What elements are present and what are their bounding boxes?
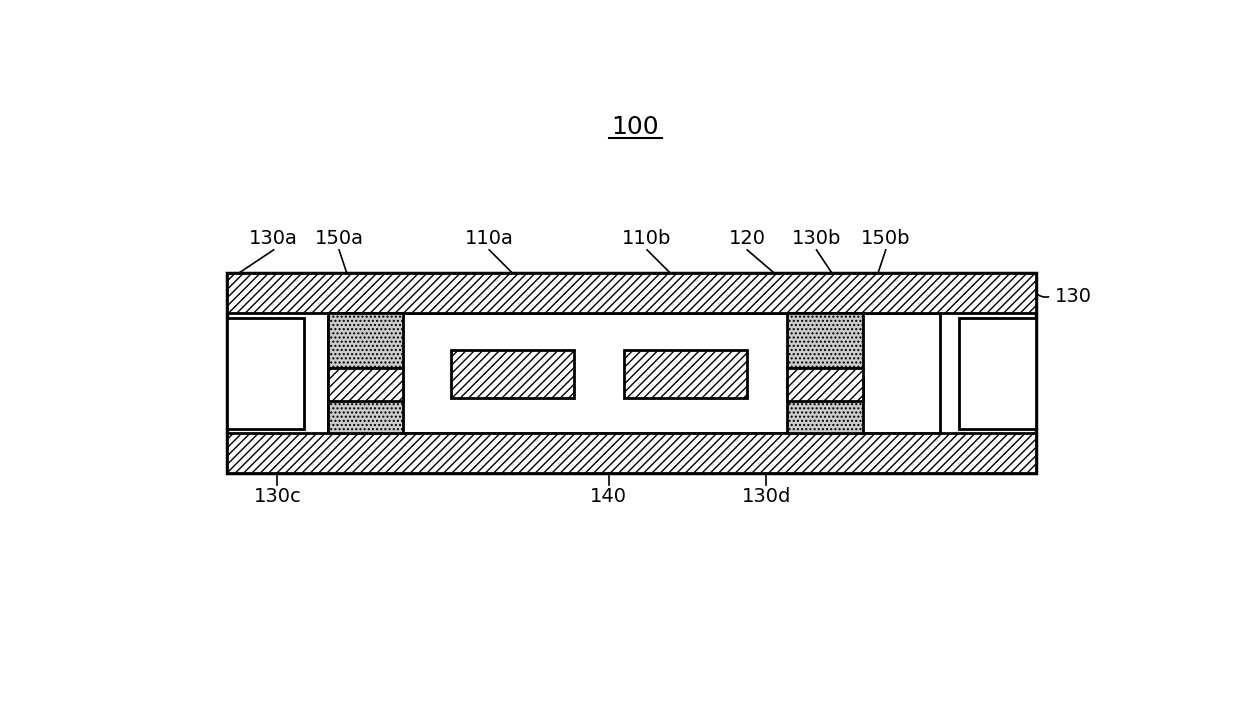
Bar: [227, 433, 1035, 473]
Text: 140: 140: [590, 487, 627, 506]
Bar: [227, 273, 1035, 473]
Bar: [624, 350, 748, 398]
Text: 150a: 150a: [315, 229, 363, 248]
Bar: [327, 313, 403, 368]
Bar: [450, 350, 574, 398]
Text: 130d: 130d: [742, 487, 791, 506]
Bar: [227, 318, 304, 429]
Bar: [327, 368, 403, 401]
Text: 130c: 130c: [253, 487, 301, 506]
Bar: [787, 368, 863, 401]
Bar: [327, 313, 940, 433]
Bar: [787, 313, 863, 368]
Text: 100: 100: [611, 115, 660, 139]
Text: 120: 120: [729, 229, 765, 248]
Text: 110a: 110a: [465, 229, 513, 248]
Text: 130a: 130a: [249, 229, 298, 248]
Bar: [227, 273, 1035, 313]
Bar: [787, 378, 863, 433]
Bar: [327, 378, 403, 433]
Text: 110b: 110b: [622, 229, 672, 248]
Text: 130b: 130b: [792, 229, 841, 248]
Text: 130: 130: [1055, 287, 1092, 305]
Bar: [959, 318, 1035, 429]
Text: 150b: 150b: [861, 229, 910, 248]
